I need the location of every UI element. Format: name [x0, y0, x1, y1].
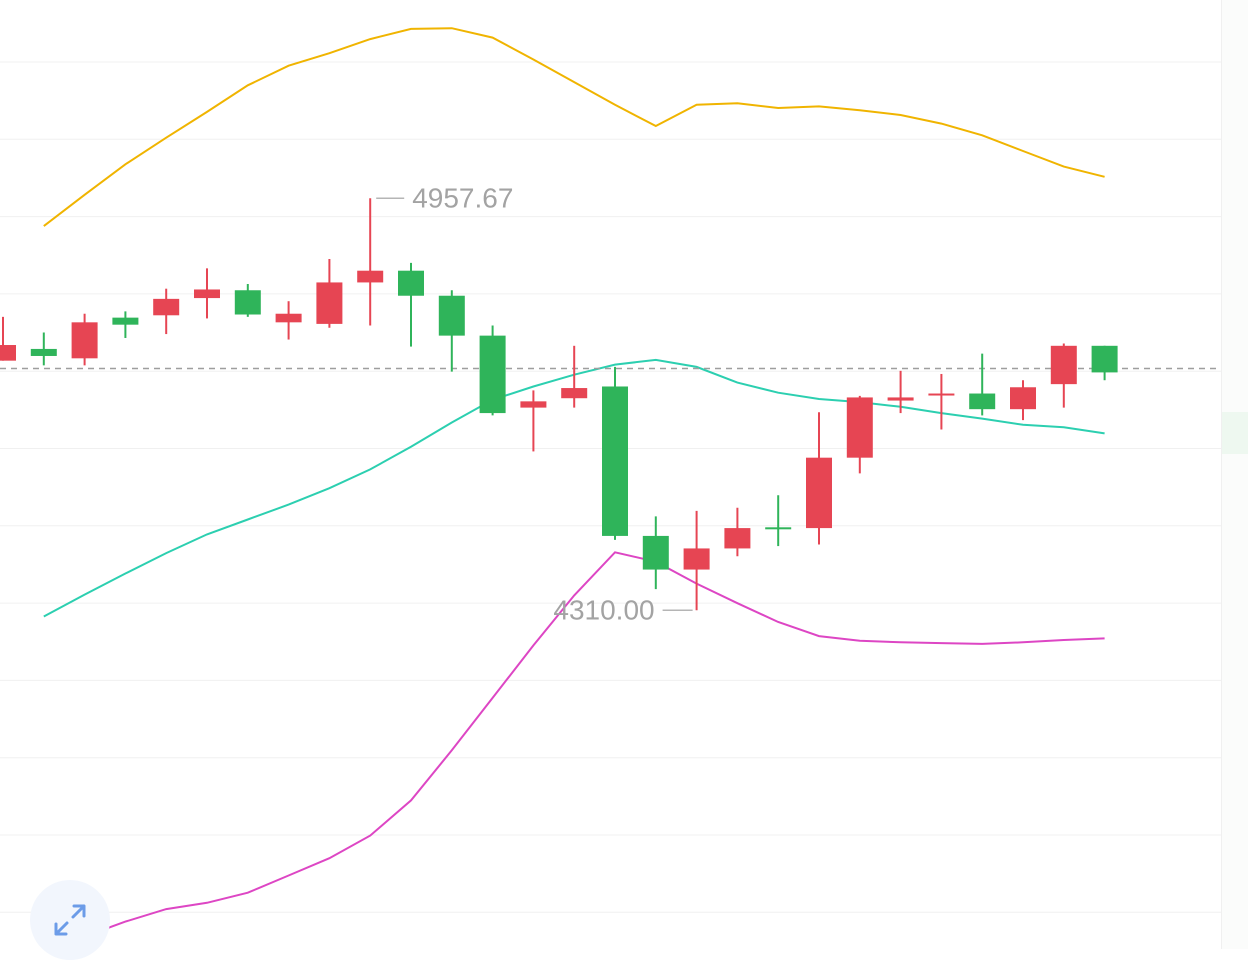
candle-up	[275, 301, 302, 340]
candle-up	[561, 345, 588, 408]
candle-down	[479, 325, 506, 416]
candle-body	[928, 393, 955, 396]
candle-up	[1050, 343, 1077, 408]
candle-up	[887, 370, 914, 414]
low-price-label: 4310.00	[553, 595, 654, 626]
candle-up	[520, 390, 547, 452]
candle-down	[30, 332, 57, 366]
candle-body	[846, 397, 873, 458]
candle-body	[479, 335, 506, 414]
candle-down	[112, 311, 139, 338]
candle-body	[765, 527, 792, 530]
candle-body	[602, 386, 628, 536]
candle-down	[602, 366, 628, 540]
candle-body	[194, 289, 220, 299]
candle-up	[316, 258, 343, 328]
candle-body	[357, 270, 384, 283]
candle-body	[30, 348, 57, 356]
candle-body	[275, 313, 302, 323]
candle-up	[0, 316, 16, 361]
extreme-labels: 4957.67 4310.00	[376, 183, 693, 626]
candle-body	[724, 528, 751, 549]
candle-body	[520, 401, 547, 408]
candle-body	[806, 457, 832, 529]
candle-up	[724, 507, 751, 557]
candle-body	[112, 317, 139, 325]
candle-body	[0, 345, 16, 361]
current-price-marker	[1222, 412, 1248, 454]
candle-body	[1091, 345, 1118, 373]
candle-up	[194, 268, 220, 319]
candle-body	[234, 290, 261, 315]
candle-body	[1050, 345, 1077, 385]
candle-up	[806, 412, 832, 545]
candle-up	[71, 313, 98, 366]
bollinger-bands	[43, 27, 1105, 949]
candle-down	[1091, 345, 1118, 381]
price-axis-strip	[1221, 0, 1248, 949]
candle-down	[398, 262, 424, 347]
candle-body	[683, 548, 710, 570]
candle-up	[928, 373, 955, 430]
candle-down	[438, 290, 465, 372]
candle-down	[969, 353, 996, 416]
expand-arrows-icon	[54, 904, 86, 936]
candle-down	[234, 283, 261, 317]
candle-body	[71, 322, 98, 359]
candle-down	[765, 495, 792, 547]
candle-down	[642, 516, 669, 590]
candles	[0, 198, 1118, 611]
candle-body	[887, 397, 914, 401]
candle-body	[1010, 387, 1036, 410]
candle-body	[316, 282, 343, 324]
lower-band-line	[43, 551, 1105, 949]
candle-body	[561, 388, 588, 399]
candle-up	[683, 510, 710, 611]
candle-body	[642, 535, 669, 570]
candle-up	[153, 288, 180, 335]
high-price-label: 4957.67	[412, 183, 513, 214]
expand-chart-button[interactable]	[30, 880, 110, 960]
candle-up	[1010, 380, 1036, 421]
upper-band-line	[43, 27, 1105, 227]
candle-body	[398, 270, 424, 296]
candle-up	[357, 198, 384, 326]
candle-body	[969, 393, 996, 410]
candle-up	[846, 395, 873, 474]
candle-body	[438, 295, 465, 336]
candle-body	[153, 298, 180, 316]
